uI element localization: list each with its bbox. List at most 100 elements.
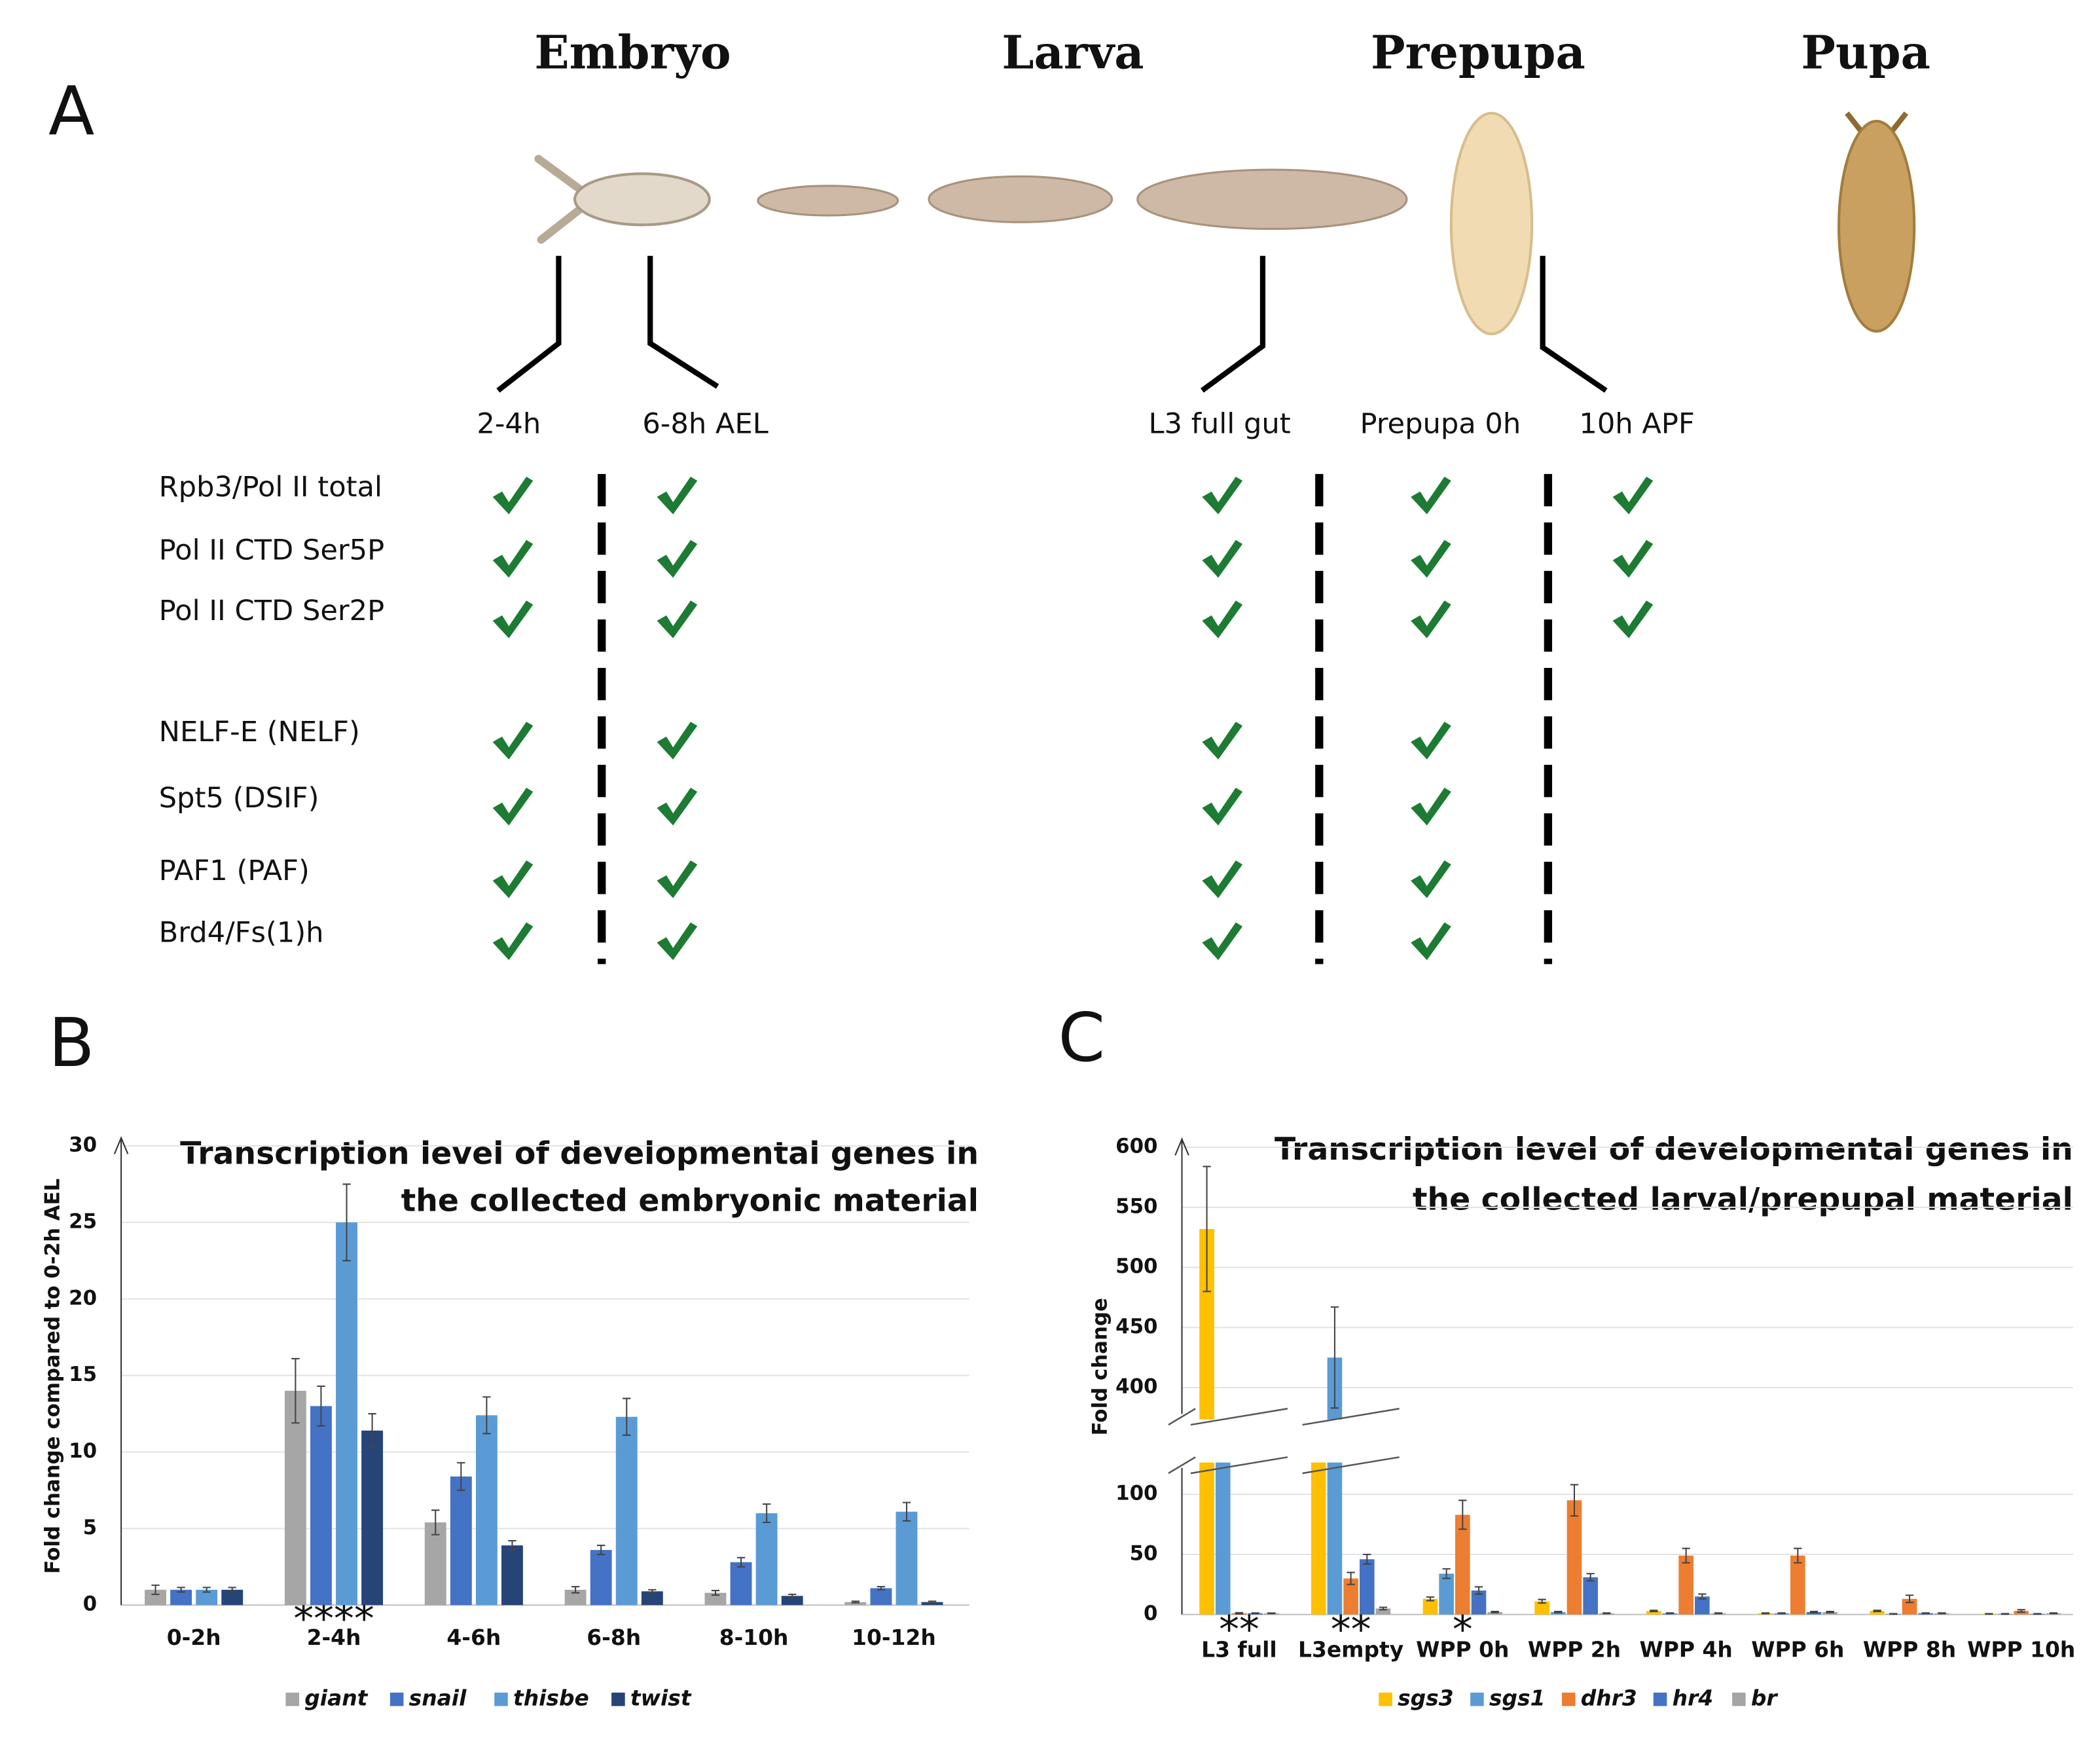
error-bar: [851, 1600, 860, 1604]
pupa-horn: [1889, 111, 1909, 134]
error-bar: [1442, 1568, 1451, 1579]
chart-title: the collected embryonic material: [401, 1183, 979, 1219]
axis-break: [1190, 1408, 1288, 1426]
legend-swatch: [1653, 1692, 1667, 1706]
axis-break: [1302, 1456, 1400, 1475]
check-mark: [492, 922, 534, 961]
error-bar: [1586, 1573, 1595, 1582]
y-tick-label: 20: [69, 1286, 97, 1310]
error-bar: [1538, 1598, 1546, 1604]
x-tick-label: WPP 0h: [1416, 1637, 1509, 1663]
legend-swatch: [494, 1692, 508, 1706]
stage-label: Larva: [1002, 26, 1144, 79]
bar: [1566, 1500, 1582, 1615]
error-bar: [762, 1503, 771, 1524]
error-bar: [1826, 1611, 1834, 1613]
check-mark: [657, 788, 698, 826]
row-label: Pol II CTD Ser5P: [159, 534, 385, 567]
bar: [921, 1602, 943, 1606]
bar: [730, 1562, 752, 1606]
bar: [221, 1589, 244, 1606]
error-bar: [508, 1540, 516, 1551]
y-tick-label: 5: [83, 1516, 97, 1539]
check-mark: [1202, 860, 1243, 898]
bar: [564, 1589, 587, 1606]
error-bar: [1474, 1586, 1483, 1595]
check-mark: [492, 600, 534, 638]
bar: [1422, 1598, 1438, 1615]
legend-swatch: [389, 1692, 404, 1706]
y-tick-label: 30: [69, 1133, 97, 1157]
check-mark: [492, 788, 534, 826]
axis-break: [1168, 1456, 1196, 1475]
error-bar: [2033, 1613, 2042, 1615]
legend-swatch: [1379, 1692, 1392, 1706]
bar: [1439, 1573, 1454, 1615]
bracket: [1540, 255, 1608, 393]
bar: [755, 1513, 778, 1606]
x-tick-label: 6-8h: [587, 1625, 641, 1650]
error-bar: [151, 1584, 160, 1595]
axis-break: [1190, 1456, 1288, 1475]
y-tick-label: 50: [1130, 1541, 1158, 1565]
brackets: [496, 255, 1608, 393]
error-bar: [877, 1586, 886, 1591]
error-bar: [342, 1183, 351, 1262]
check-mark: [1411, 722, 1451, 760]
legend-swatch: [1561, 1692, 1576, 1706]
error-bar: [788, 1593, 797, 1598]
pupa-horn: [1845, 111, 1864, 134]
legend-label: dhr3: [1581, 1685, 1637, 1711]
panel-label: C: [1058, 999, 1105, 1077]
row-label: Brd4/Fs(1)h: [159, 917, 324, 949]
bar: [844, 1602, 867, 1606]
legend-swatch: [1470, 1692, 1484, 1706]
bar: [896, 1511, 918, 1606]
legend-label: sgs1: [1489, 1685, 1546, 1711]
check-mark: [1411, 476, 1451, 515]
chart-title: Transcription level of developmental gen…: [1275, 1131, 2073, 1168]
y-axis-label: Fold change: [1089, 1298, 1112, 1435]
prepupa: [1449, 111, 1534, 336]
error-bar: [1889, 1613, 1898, 1615]
bar: [170, 1589, 192, 1606]
y-tick-label: 450: [1115, 1315, 1157, 1338]
timepoint-label: 2-4h: [477, 407, 541, 440]
x-tick-label: WPP 6h: [1751, 1637, 1844, 1663]
pupa: [1838, 120, 1916, 333]
check-mark: [657, 922, 698, 961]
bar: [196, 1589, 218, 1606]
panel-label: B: [48, 1004, 95, 1082]
x-tick-label: L3empty: [1298, 1637, 1403, 1663]
row-label: Spt5 (DSIF): [159, 782, 319, 815]
check-mark: [1612, 476, 1654, 515]
bar: [1534, 1601, 1549, 1615]
check-mark: [1411, 788, 1451, 826]
y-tick-label: 550: [1115, 1194, 1157, 1218]
legend-label: twist: [630, 1685, 692, 1711]
bar: [1199, 1228, 1214, 1615]
bar: [870, 1588, 892, 1606]
x-tick-label: WPP 2h: [1528, 1637, 1621, 1663]
error-bar: [1330, 1306, 1339, 1409]
check-mark: [492, 860, 534, 898]
error-bar: [228, 1587, 236, 1593]
error-bar: [902, 1501, 911, 1522]
bar: [1678, 1555, 1693, 1615]
timepoint-label: 10h APF: [1579, 407, 1694, 440]
check-mark: [1411, 600, 1451, 638]
error-bar: [571, 1586, 580, 1594]
error-bar: [1347, 1572, 1355, 1585]
x-tick-label: 4-6h: [446, 1625, 501, 1650]
error-bar: [368, 1413, 376, 1448]
row-label: Rpb3/Pol II total: [159, 471, 382, 504]
check-mark: [1202, 722, 1243, 760]
check-mark: [1612, 540, 1654, 578]
annotation: ****: [293, 1595, 374, 1642]
error-bar: [457, 1462, 465, 1491]
bar: [1327, 1357, 1343, 1615]
error-bar: [482, 1396, 491, 1435]
larva-l1: [757, 185, 899, 217]
x-tick-label: 10-12h: [852, 1625, 936, 1650]
